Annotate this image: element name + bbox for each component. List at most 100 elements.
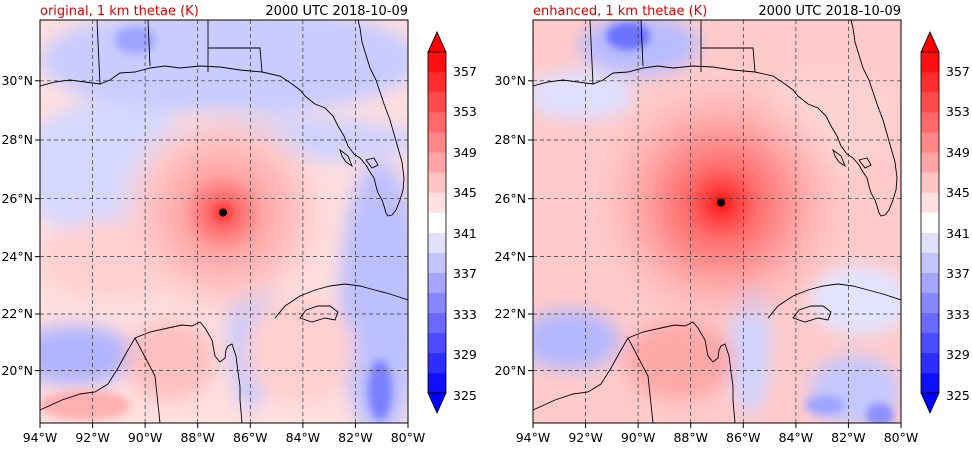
panel-title-right: 2000 UTC 2018-10-09 — [758, 4, 901, 19]
colorbar-swatch — [428, 172, 446, 193]
colorbar-swatches — [428, 52, 446, 394]
y-axis: 20°N 22°N 24°N 26°N 28°N 30°N — [494, 73, 533, 378]
x-tick-label: 82°W — [338, 430, 373, 445]
y-tick-label: 24°N — [1, 249, 33, 264]
y-tick-label: 28°N — [494, 132, 526, 147]
colorbar-tick-label: 357 — [946, 64, 970, 79]
y-tick-label: 20°N — [494, 363, 526, 378]
x-tick-label: 90°W — [128, 430, 163, 445]
colorbar-swatch — [428, 112, 446, 133]
colorbar-swatch — [428, 272, 446, 294]
storm-center-marker — [717, 198, 725, 207]
panel-original: original, 1 km thetae (K) 2000 UTC 2018-… — [1, 4, 476, 445]
colorbar-tick-label: 333 — [453, 307, 477, 322]
colorbar-swatch — [921, 232, 939, 253]
x-tick-label: 86°W — [726, 430, 761, 445]
y-axis: 20°N 22°N 24°N 26°N 28°N 30°N — [1, 73, 40, 378]
colorbar-swatch — [428, 332, 446, 354]
storm-center-marker — [219, 208, 227, 217]
colorbar-swatch — [428, 232, 446, 253]
colorbar-swatch — [921, 372, 939, 394]
y-tick-label: 22°N — [1, 306, 33, 321]
colorbar-extend-min — [427, 392, 447, 414]
colorbar-swatch — [921, 132, 939, 153]
colorbar-swatch — [921, 172, 939, 193]
colorbar-swatches — [921, 52, 939, 394]
y-tick-label: 26°N — [494, 191, 526, 206]
colorbar: 357 353 349 345 341 337 333 329 325 — [920, 31, 970, 414]
gridlines — [533, 20, 901, 423]
x-tick-label: 94°W — [23, 430, 58, 445]
x-tick-label: 82°W — [831, 430, 866, 445]
y-tick-label: 22°N — [494, 306, 526, 321]
colorbar-tick-label: 329 — [946, 347, 970, 362]
colorbar-tick-label: 337 — [453, 266, 477, 281]
colorbar-swatch — [428, 292, 446, 314]
colorbar-swatch — [428, 192, 446, 213]
colorbar-swatch — [428, 372, 446, 394]
panel-enhanced: enhanced, 1 km thetae (K) 2000 UTC 2018-… — [494, 4, 969, 445]
panel-title-right: 2000 UTC 2018-10-09 — [265, 4, 408, 19]
colorbar-tick-label: 341 — [946, 226, 970, 241]
x-tick-label: 92°W — [568, 430, 603, 445]
colorbar-swatch — [428, 252, 446, 273]
gridlines — [40, 20, 408, 423]
panel-title-left: original, 1 km thetae (K) — [40, 4, 199, 19]
colorbar-tick-label: 329 — [453, 347, 477, 362]
colorbar-tick-label: 353 — [453, 104, 477, 119]
colorbar-tick-label: 357 — [453, 64, 477, 79]
x-tick-label: 92°W — [75, 430, 110, 445]
colorbar-swatch — [921, 292, 939, 314]
coastlines — [533, 20, 901, 423]
colorbar-tick-label: 337 — [946, 266, 970, 281]
colorbar-extend-max — [920, 31, 940, 53]
colorbar-swatch — [921, 212, 939, 233]
coastlines — [40, 20, 408, 423]
x-tick-label: 80°W — [884, 430, 919, 445]
colorbar-tick-label: 333 — [946, 307, 970, 322]
colorbar-swatch — [921, 272, 939, 294]
y-tick-label: 28°N — [1, 132, 33, 147]
x-axis: 94°W 92°W 90°W 88°W 86°W 84°W 82°W 80°W — [23, 423, 426, 445]
colorbar-swatch — [921, 152, 939, 173]
x-tick-label: 90°W — [621, 430, 656, 445]
colorbar: 357 353 349 345 341 337 333 329 325 — [427, 31, 477, 414]
x-tick-label: 84°W — [779, 430, 814, 445]
colorbar-swatch — [428, 72, 446, 93]
colorbar-tick-label: 325 — [946, 388, 970, 403]
colorbar-tick-label: 353 — [946, 104, 970, 119]
colorbar-swatch — [921, 192, 939, 213]
colorbar-swatch — [921, 52, 939, 73]
colorbar-swatch — [428, 52, 446, 73]
y-tick-label: 30°N — [1, 73, 33, 88]
map-field — [40, 20, 408, 423]
map-frame — [39, 19, 409, 424]
y-tick-label: 30°N — [494, 73, 526, 88]
x-tick-label: 88°W — [180, 430, 215, 445]
colorbar-swatch — [428, 312, 446, 334]
colorbar-swatch — [921, 332, 939, 354]
colorbar-swatch — [921, 92, 939, 113]
colorbar-swatch — [428, 352, 446, 374]
colorbar-swatch — [428, 132, 446, 153]
colorbar-swatch — [428, 92, 446, 113]
x-axis: 94°W 92°W 90°W 88°W 86°W 84°W 82°W 80°W — [516, 423, 919, 445]
colorbar-swatch — [428, 152, 446, 173]
colorbar-swatch — [921, 312, 939, 334]
storm-center-dot — [219, 208, 227, 217]
colorbar-swatch — [921, 252, 939, 273]
colorbar-swatch — [921, 352, 939, 374]
colorbar-tick-label: 325 — [453, 388, 477, 403]
y-tick-label: 24°N — [494, 249, 526, 264]
x-tick-label: 80°W — [391, 430, 426, 445]
colorbar-tick-label: 349 — [946, 145, 970, 160]
colorbar-tick-label: 341 — [453, 226, 477, 241]
colorbar-extend-max — [427, 31, 447, 53]
colorbar-tick-label: 345 — [453, 185, 477, 200]
storm-center-dot — [717, 198, 725, 207]
colorbar-tick-label: 345 — [946, 185, 970, 200]
x-tick-label: 86°W — [233, 430, 268, 445]
colorbar-swatch — [428, 212, 446, 233]
colorbar-extend-min — [920, 392, 940, 414]
